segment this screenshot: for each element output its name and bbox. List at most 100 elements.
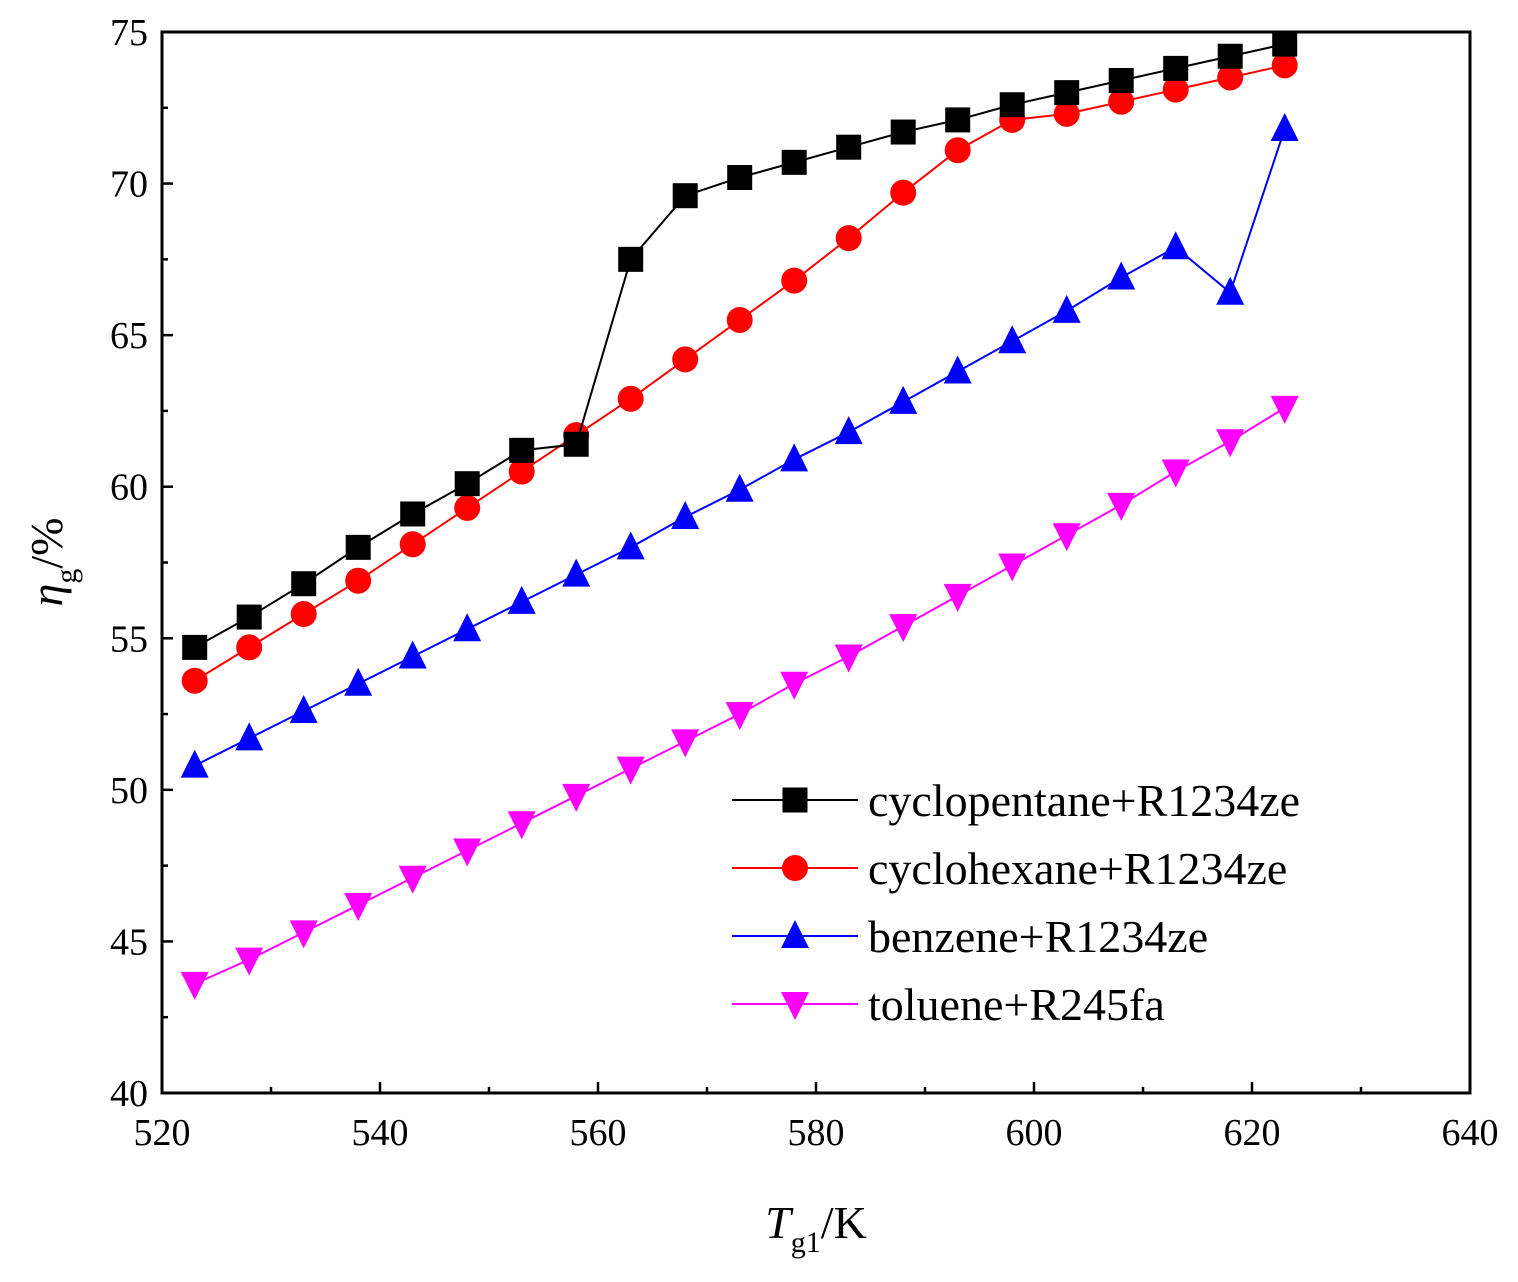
data-point (180, 749, 209, 778)
data-point (944, 137, 971, 164)
data-point (289, 920, 318, 949)
data-point (1272, 31, 1298, 57)
data-point (1161, 459, 1190, 488)
data-point (562, 783, 591, 812)
data-point (835, 225, 862, 252)
axis-ticks: 520 540 560 580 600 620 640 40 45 50 55 60 65 70 75 (110, 12, 1499, 1154)
x-axis-label: Tg1/K (765, 1197, 867, 1259)
data-point (289, 695, 318, 724)
data-point (454, 494, 481, 521)
data-point (1108, 88, 1135, 115)
data-point (943, 355, 972, 384)
data-point (1216, 429, 1245, 458)
y-tick-label: 75 (110, 12, 148, 54)
data-point (725, 702, 754, 731)
data-point (1054, 80, 1080, 106)
x-tick-label: 580 (788, 1112, 845, 1154)
data-point (398, 640, 427, 669)
data-point (780, 443, 809, 472)
legend-marker (781, 920, 809, 948)
y-tick-label: 55 (110, 618, 148, 660)
legend: cyclopentane+R1234ze cyclohexane+R1234ze b… (732, 775, 1300, 1030)
y-tick-label: 50 (110, 770, 148, 812)
data-point (618, 246, 644, 272)
legend-label: cyclohexane+R1234ze (868, 843, 1287, 894)
legend-marker (781, 992, 809, 1020)
series-3 (180, 113, 1299, 778)
data-point (945, 107, 971, 133)
data-point (726, 306, 753, 333)
y-tick-label: 40 (110, 1073, 148, 1115)
data-point (508, 458, 535, 485)
legend-item: benzene+R1234ze (732, 911, 1208, 962)
data-point (1108, 68, 1134, 94)
data-point (235, 722, 264, 751)
data-point (616, 531, 645, 560)
legend-label: benzene+R1234ze (868, 911, 1208, 962)
data-point (454, 471, 480, 497)
data-point (507, 585, 536, 614)
x-tick-label: 620 (1224, 1112, 1281, 1154)
legend-item: toluene+R245fa (732, 979, 1165, 1030)
data-point (616, 756, 645, 785)
data-point (943, 583, 972, 612)
data-point (562, 558, 591, 587)
data-point (1216, 276, 1245, 305)
data-point (398, 865, 427, 894)
series-1 (182, 31, 1298, 660)
data-point (291, 571, 317, 597)
data-point (1052, 294, 1081, 323)
data-point (727, 165, 753, 191)
data-point (890, 119, 916, 145)
data-point (834, 416, 863, 445)
data-point (781, 267, 808, 294)
data-point (672, 183, 698, 209)
x-tick-label: 640 (1442, 1112, 1499, 1154)
data-point (1270, 395, 1299, 424)
data-point (889, 614, 918, 643)
data-point (889, 385, 918, 414)
series-layer (180, 31, 1299, 1000)
data-point (453, 613, 482, 642)
data-point (236, 604, 262, 630)
data-point (181, 667, 208, 694)
data-point (1163, 55, 1189, 81)
data-point (1217, 43, 1243, 69)
data-point (617, 385, 644, 412)
data-point (1271, 52, 1298, 79)
data-point (781, 149, 807, 175)
y-tick-label: 65 (110, 315, 148, 357)
data-point (235, 947, 264, 976)
data-point (400, 501, 426, 527)
data-point (671, 729, 700, 758)
data-point (672, 346, 699, 373)
data-point (453, 838, 482, 867)
plot-frame (160, 30, 1472, 1095)
x-tick-label: 560 (570, 1112, 627, 1154)
data-point (1052, 523, 1081, 552)
legend-item: cyclopentane+R1234ze (732, 775, 1300, 826)
data-point (1217, 64, 1244, 91)
data-point (182, 634, 208, 660)
legend-label: cyclopentane+R1234ze (868, 775, 1300, 826)
series-4 (180, 395, 1299, 1000)
legend-item: cyclohexane+R1234ze (732, 843, 1287, 894)
y-tick-label: 70 (110, 164, 148, 206)
data-point (290, 601, 317, 628)
data-point (834, 644, 863, 673)
data-point (344, 667, 373, 696)
x-tick-label: 540 (352, 1112, 409, 1154)
y-tick-label: 45 (110, 921, 148, 963)
data-point (507, 811, 536, 840)
data-point (345, 567, 372, 594)
data-point (780, 671, 809, 700)
data-point (1107, 261, 1136, 290)
data-point (1162, 76, 1189, 103)
y-tick-label: 60 (110, 467, 148, 509)
data-point (1107, 492, 1136, 521)
data-point (999, 92, 1025, 118)
legend-label: toluene+R245fa (868, 979, 1165, 1030)
data-point (1053, 100, 1080, 127)
data-point (509, 437, 535, 463)
data-point (998, 553, 1027, 582)
